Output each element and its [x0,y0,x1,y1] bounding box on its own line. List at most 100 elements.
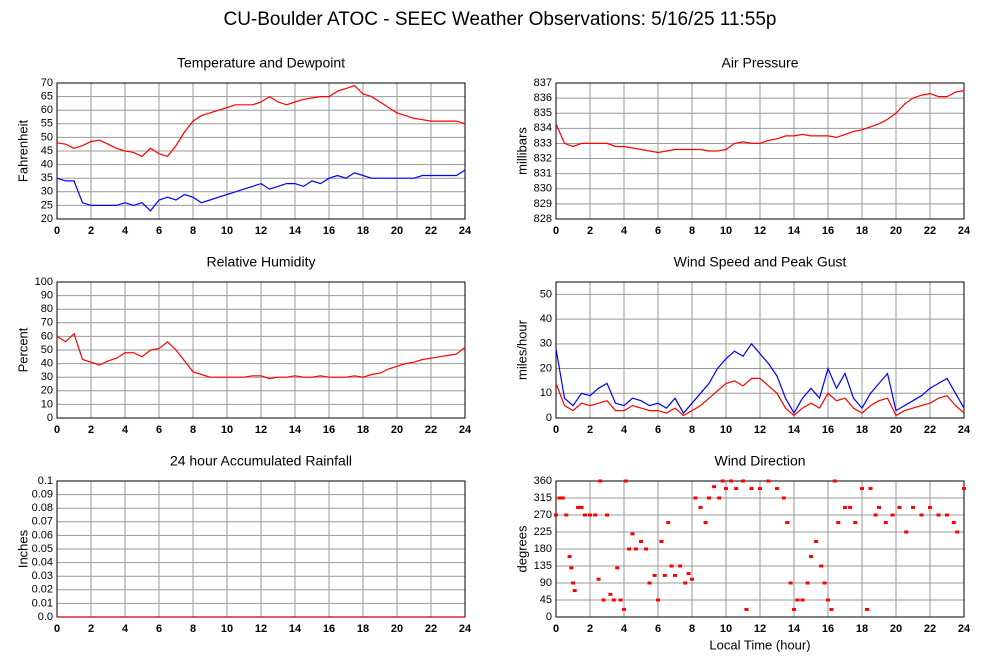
plot-frame [56,281,466,419]
point [707,496,711,500]
point [904,530,909,534]
point [890,513,895,517]
y-tick-label: 35 [41,172,53,184]
y-tick-label: 834 [534,122,552,134]
x-tick-label: 20 [391,424,403,436]
y-axis-label: Inches [15,529,30,568]
y-axis-label: miles/hour [514,319,529,380]
x-tick-label: 18 [357,623,369,635]
point [805,581,810,585]
y-tick-label: 50 [41,344,53,356]
point [686,572,691,576]
x-tick-label: 10 [221,424,233,436]
point [928,505,932,509]
y-tick-label: 70 [41,77,53,89]
point [936,513,941,517]
point [652,573,657,577]
point [557,496,562,500]
point [785,521,790,525]
x-tick-label: 8 [689,623,695,635]
point [836,521,841,525]
point [572,589,577,593]
x-tick-label: 14 [788,623,801,635]
x-tick-label: 6 [156,225,162,237]
point [698,505,703,509]
point [571,581,575,585]
x-tick-label: 24 [958,623,971,635]
y-tick-label: 0.07 [32,516,53,528]
point [826,598,830,602]
y-tick-label: 0.05 [32,543,53,555]
point [788,581,793,585]
point [644,547,649,551]
point [647,581,652,585]
point [666,521,671,525]
point [579,505,584,509]
point [673,573,677,577]
x-tick-label: 12 [255,424,267,436]
x-tick-label: 24 [459,225,472,237]
point [623,479,628,483]
y-tick-label: 270 [534,509,552,521]
y-tick-label: 40 [540,313,552,325]
x-tick-label: 24 [459,623,472,635]
x-tick-label: 2 [88,225,94,237]
x-tick-label: 4 [122,623,129,635]
x-tick-label: 6 [156,424,162,436]
point [749,487,754,491]
x-tick-label: 20 [890,225,902,237]
x-tick-label: 10 [720,623,732,635]
point [843,505,847,509]
y-tick-label: 0 [546,412,552,424]
point [775,487,779,491]
point [554,513,558,517]
y-tick-label: 360 [534,475,552,487]
x-tick-label: 20 [890,424,902,436]
y-tick-label: 45 [540,594,552,606]
y-tick-label: 0.09 [32,489,53,501]
plot-frame [555,82,965,220]
panel-title: Wind Direction [714,453,805,469]
x-tick-label: 0 [553,225,559,237]
y-tick-label: 0 [546,611,552,623]
y-tick-label: 0.04 [32,557,53,569]
x-tick-label: 10 [720,424,732,436]
x-tick-label: 6 [655,225,661,237]
x-tick-label: 14 [289,424,302,436]
x-tick-label: 22 [924,225,936,237]
point [717,496,722,500]
y-tick-label: 135 [534,560,552,572]
point [630,532,635,536]
x-tick-label: 2 [587,225,593,237]
panel-title: Relative Humidity [207,254,316,270]
point [693,496,698,500]
point [792,607,796,611]
point [564,513,569,517]
point [911,505,915,509]
series-line [56,85,466,158]
x-tick-label: 14 [788,424,801,436]
x-tick-label: 0 [54,424,60,436]
point [877,505,881,509]
x-tick-label: 20 [391,623,403,635]
series-line [555,377,965,417]
y-tick-label: 0.03 [32,570,53,582]
x-tick-label: 12 [255,623,267,635]
x-tick-label: 4 [122,225,129,237]
y-tick-label: 25 [41,199,53,211]
point [615,566,620,570]
x-tick-label: 12 [754,424,766,436]
y-tick-label: 70 [41,317,53,329]
x-tick-label: 18 [856,623,868,635]
x-tick-label: 6 [156,623,162,635]
x-tick-label: 2 [88,623,94,635]
y-tick-label: 833 [534,137,552,149]
point [659,539,664,543]
y-axis-label: millibars [514,127,529,175]
x-tick-label: 16 [323,424,335,436]
point [601,598,606,602]
x-tick-label: 10 [720,225,732,237]
point [662,573,667,577]
x-tick-label: 8 [689,225,695,237]
